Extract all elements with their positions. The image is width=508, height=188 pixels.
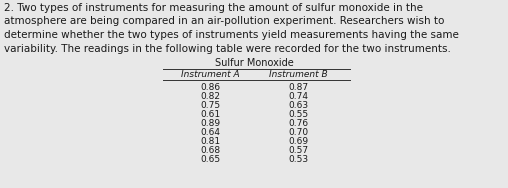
Text: 2. Two types of instruments for measuring the amount of sulfur monoxide in the: 2. Two types of instruments for measurin…: [4, 3, 423, 13]
Text: 0.89: 0.89: [200, 119, 220, 128]
Text: Instrument B: Instrument B: [269, 70, 327, 79]
Text: 0.55: 0.55: [288, 110, 308, 119]
Text: 0.82: 0.82: [200, 92, 220, 101]
Text: 0.68: 0.68: [200, 146, 220, 155]
Text: Instrument A: Instrument A: [181, 70, 239, 79]
Text: variability. The readings in the following table were recorded for the two instr: variability. The readings in the followi…: [4, 43, 451, 54]
Text: determine whether the two types of instruments yield measurements having the sam: determine whether the two types of instr…: [4, 30, 459, 40]
Text: 0.61: 0.61: [200, 110, 220, 119]
Text: 0.81: 0.81: [200, 137, 220, 146]
Text: Sulfur Monoxide: Sulfur Monoxide: [214, 58, 294, 68]
Text: 0.87: 0.87: [288, 83, 308, 92]
Text: 0.57: 0.57: [288, 146, 308, 155]
Text: 0.65: 0.65: [200, 155, 220, 164]
Text: 0.63: 0.63: [288, 101, 308, 110]
Text: 0.70: 0.70: [288, 128, 308, 137]
Text: 0.69: 0.69: [288, 137, 308, 146]
Text: 0.86: 0.86: [200, 83, 220, 92]
Text: 0.75: 0.75: [200, 101, 220, 110]
Text: 0.53: 0.53: [288, 155, 308, 164]
Text: 0.76: 0.76: [288, 119, 308, 128]
Text: atmosphere are being compared in an air-pollution experiment. Researchers wish t: atmosphere are being compared in an air-…: [4, 17, 444, 27]
Text: 0.74: 0.74: [288, 92, 308, 101]
Text: 0.64: 0.64: [200, 128, 220, 137]
